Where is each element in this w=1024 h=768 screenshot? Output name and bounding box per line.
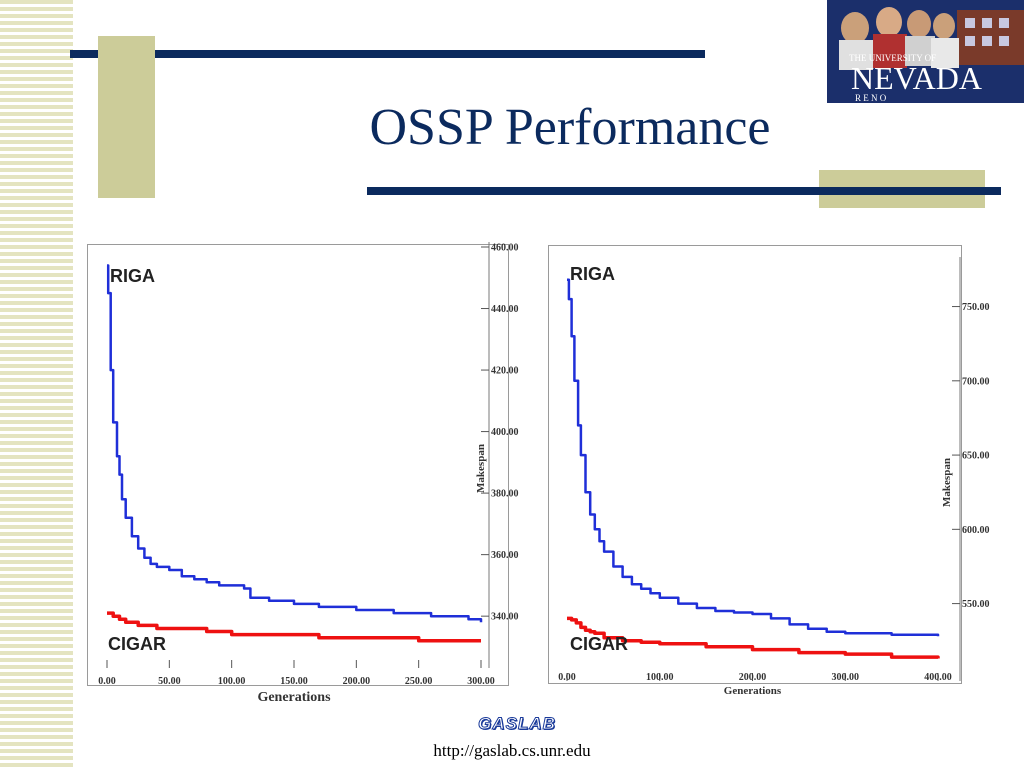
chart-0-series-label-riga: RIGA xyxy=(110,266,155,286)
chart-0-ylabel: Makespan xyxy=(475,444,487,493)
chart-1-xtick-label-0: 0.00 xyxy=(558,672,576,683)
chart-0-ytick-label-2: 380.00 xyxy=(491,489,519,500)
bottom-accent-bar xyxy=(367,187,1001,195)
chart-1-ytick-label-3: 700.00 xyxy=(962,376,990,387)
logo-image: THE UNIVERSITY OF NEVADA R E N O xyxy=(827,0,1024,103)
chart-0-xtick-label-1: 50.00 xyxy=(158,676,181,687)
logo-line1: THE UNIVERSITY OF xyxy=(849,53,936,63)
footer-url[interactable]: http://gaslab.cs.unr.edu xyxy=(433,741,591,760)
chart-1-series-label-cigar: CIGAR xyxy=(570,634,628,654)
chart-0-ytick-label-3: 400.00 xyxy=(491,427,519,438)
chart-0-xtick-label-3: 150.00 xyxy=(280,676,308,687)
chart-1-series-riga xyxy=(567,278,940,637)
chart-1-ytick-label-0: 550.00 xyxy=(962,599,990,610)
chart-1-ytick-label-1: 600.00 xyxy=(962,525,990,536)
chart-1-ytick-label-4: 750.00 xyxy=(962,302,990,313)
chart-0-xtick-label-5: 250.00 xyxy=(405,676,433,687)
chart-1-xlabel: Generations xyxy=(724,685,782,697)
left-accent-block xyxy=(98,36,155,198)
chart-1-series-label-riga: RIGA xyxy=(570,264,615,284)
chart-0-xlabel: Generations xyxy=(257,690,331,705)
chart-0-xtick-label-4: 200.00 xyxy=(343,676,371,687)
footer-brand: GASLAB xyxy=(478,714,556,734)
chart-0-series-riga xyxy=(106,264,483,623)
chart-0-ytick-label-0: 340.00 xyxy=(491,612,519,623)
chart-1-ytick-label-2: 650.00 xyxy=(962,451,990,462)
chart-left-panel xyxy=(87,244,509,686)
chart-1-xtick-label-4: 400.00 xyxy=(924,672,952,683)
university-logo: THE UNIVERSITY OF NEVADA R E N O xyxy=(827,0,1024,103)
top-accent-bar xyxy=(70,50,705,58)
slide-title: OSSP Performance xyxy=(369,99,771,156)
chart-0-xtick-label-0: 0.00 xyxy=(98,676,116,687)
chart-1-xtick-label-3: 300.00 xyxy=(832,672,860,683)
chart-0-xtick-label-6: 300.00 xyxy=(467,676,495,687)
left-stripe-decoration xyxy=(0,0,73,768)
chart-0-ytick-label-6: 460.00 xyxy=(491,243,519,254)
logo-line3: R E N O xyxy=(855,93,887,103)
chart-0-ytick-label-4: 420.00 xyxy=(491,366,519,377)
chart-0-ytick-label-1: 360.00 xyxy=(491,550,519,561)
chart-0-ytick-label-5: 440.00 xyxy=(491,304,519,315)
chart-1-xtick-label-2: 200.00 xyxy=(739,672,767,683)
chart-1-ylabel: Makespan xyxy=(941,458,953,507)
chart-1-series-cigar xyxy=(567,616,940,659)
chart-0-series-label-cigar: CIGAR xyxy=(108,634,166,654)
chart-0-xtick-label-2: 100.00 xyxy=(218,676,246,687)
chart-1-xtick-label-1: 100.00 xyxy=(646,672,674,683)
chart-right-panel xyxy=(548,245,962,684)
logo-line2: NEVADA xyxy=(851,60,982,96)
chart-0-series-cigar xyxy=(107,611,481,643)
